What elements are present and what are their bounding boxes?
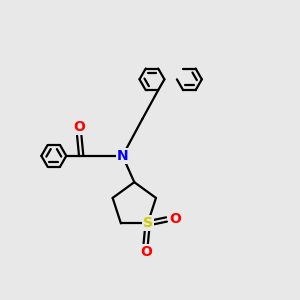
- Text: O: O: [140, 245, 152, 260]
- Text: O: O: [73, 120, 85, 134]
- Text: S: S: [143, 216, 153, 230]
- Text: O: O: [169, 212, 181, 226]
- Text: N: N: [117, 149, 128, 163]
